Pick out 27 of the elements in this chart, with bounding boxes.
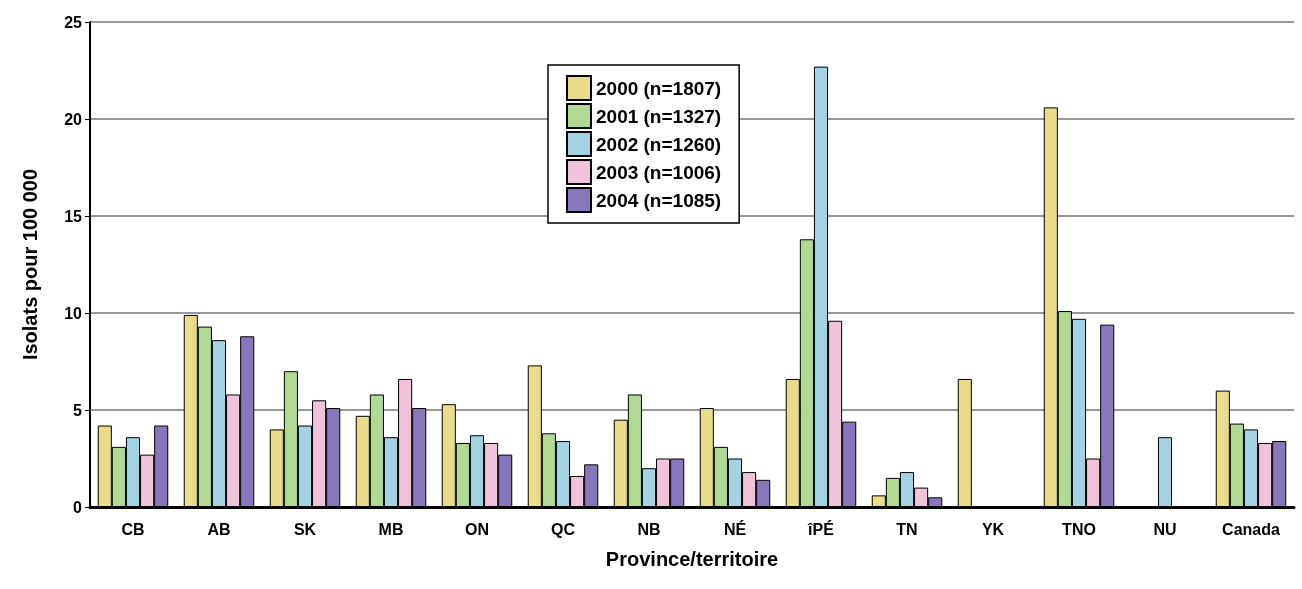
x-tick-label: TNO — [1062, 520, 1096, 538]
y-axis-title: Isolats pour 100 000 — [19, 168, 41, 361]
x-tick-label: NU — [1153, 520, 1177, 538]
x-tick-label: Canada — [1222, 520, 1280, 538]
y-tick-label: 25 — [64, 13, 83, 31]
legend-label: 2004 (n=1085) — [596, 189, 722, 211]
legend-label: 2000 (n=1807) — [596, 77, 722, 99]
x-tick-label: YK — [981, 520, 1005, 538]
y-tick-label: 5 — [73, 401, 83, 419]
y-tick-label: 15 — [64, 207, 83, 225]
x-tick-label: CB — [121, 520, 145, 538]
x-tick-label: NB — [637, 520, 661, 538]
legend-label: 2003 (n=1006) — [596, 161, 722, 183]
x-tick-label: ON — [465, 520, 489, 538]
x-tick-label: AB — [207, 520, 231, 538]
y-tick-label: 20 — [64, 110, 83, 128]
x-tick-label: TN — [896, 520, 918, 538]
legend-label: 2001 (n=1327) — [596, 105, 722, 127]
x-tick-label: MB — [378, 520, 404, 538]
x-tick-label: NÉ — [723, 519, 747, 538]
y-tick-label: 10 — [64, 304, 83, 322]
y-tick-label: 0 — [73, 498, 83, 516]
x-tick-label: QC — [551, 520, 576, 538]
x-tick-label: SK — [293, 520, 317, 538]
x-axis-title: Province/territoire — [605, 548, 779, 570]
x-tick-label: îPÉ — [807, 519, 835, 538]
legend-label: 2002 (n=1260) — [596, 133, 722, 155]
